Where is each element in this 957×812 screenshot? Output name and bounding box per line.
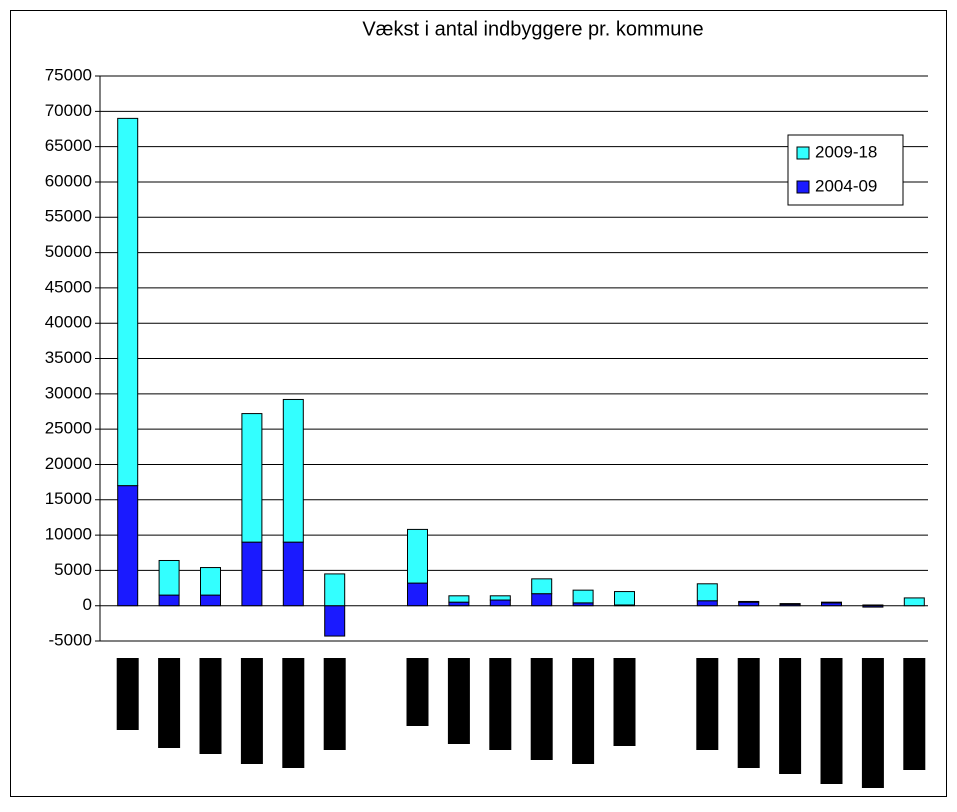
bar-segment [241,413,263,543]
chart-title: Vækst i antal indbyggere pr. kommune [362,18,703,40]
y-tick-label: 25000 [45,419,92,438]
redacted-label [116,658,139,730]
redacted-label [199,658,222,754]
bar-segment [862,604,884,607]
bar-segment [903,597,925,607]
redacted-label [572,658,595,764]
legend-label: 2004-09 [815,176,877,195]
bar-segment [448,601,470,607]
bar-segment [738,600,760,603]
bar-segment [241,541,263,607]
bar-segment [821,601,842,604]
bar-segment [324,605,346,637]
bar-segment [158,559,180,596]
legend-swatch [796,180,810,194]
y-tick-label: 0 [83,595,92,614]
redacted-label [820,658,843,784]
bar-segment [282,541,304,607]
y-tick-label: 30000 [45,383,92,402]
bar-segment [531,593,553,607]
bar-segment [489,599,511,607]
bar-segment [407,582,428,607]
redacted-label [696,658,719,750]
redacted-label [406,658,429,726]
y-tick-label: 60000 [45,171,92,190]
y-tick-label: 40000 [45,313,92,332]
bar-segment [158,594,180,607]
redacted-label [158,658,181,748]
y-tick-label: 15000 [45,489,92,508]
redacted-label [737,658,760,768]
y-tick-label: 5000 [54,560,92,579]
bar-segment [696,600,718,607]
redacted-label [240,658,263,764]
redacted-label [323,658,346,750]
y-tick-label: 10000 [45,525,92,544]
bar-segment [614,591,635,606]
y-tick-label: 55000 [45,207,92,226]
redacted-label [613,658,636,746]
redacted-label [779,658,802,774]
y-tick-label: 20000 [45,454,92,473]
y-tick-label: 50000 [45,242,92,261]
chart-frame [10,10,947,797]
y-tick-label: 70000 [45,101,92,120]
bar-segment [117,117,139,487]
redacted-label [489,658,512,750]
bar-segment [531,578,553,595]
legend-swatch [796,146,810,160]
y-tick-label: 65000 [45,136,92,155]
bar-segment [324,573,346,607]
bar-segment [572,589,594,604]
y-tick-label: 35000 [45,348,92,367]
bar-segment [448,595,470,603]
y-tick-label: -5000 [49,630,92,649]
y-tick-label: 75000 [45,65,92,84]
bar-segment [696,583,718,602]
bar-segment [407,528,428,584]
redacted-label [530,658,553,760]
bar-segment [282,398,304,543]
redacted-label [861,658,884,788]
y-tick-label: 45000 [45,277,92,296]
redacted-label [447,658,470,744]
bar-segment [200,594,221,607]
redacted-label [282,658,305,768]
bar-segment [738,601,760,607]
bar-segment [489,595,511,601]
bar-segment [200,567,221,596]
redacted-label [903,658,926,770]
bar-segment [117,485,139,607]
legend-label: 2009-18 [815,142,877,161]
bar-segment [779,603,801,605]
